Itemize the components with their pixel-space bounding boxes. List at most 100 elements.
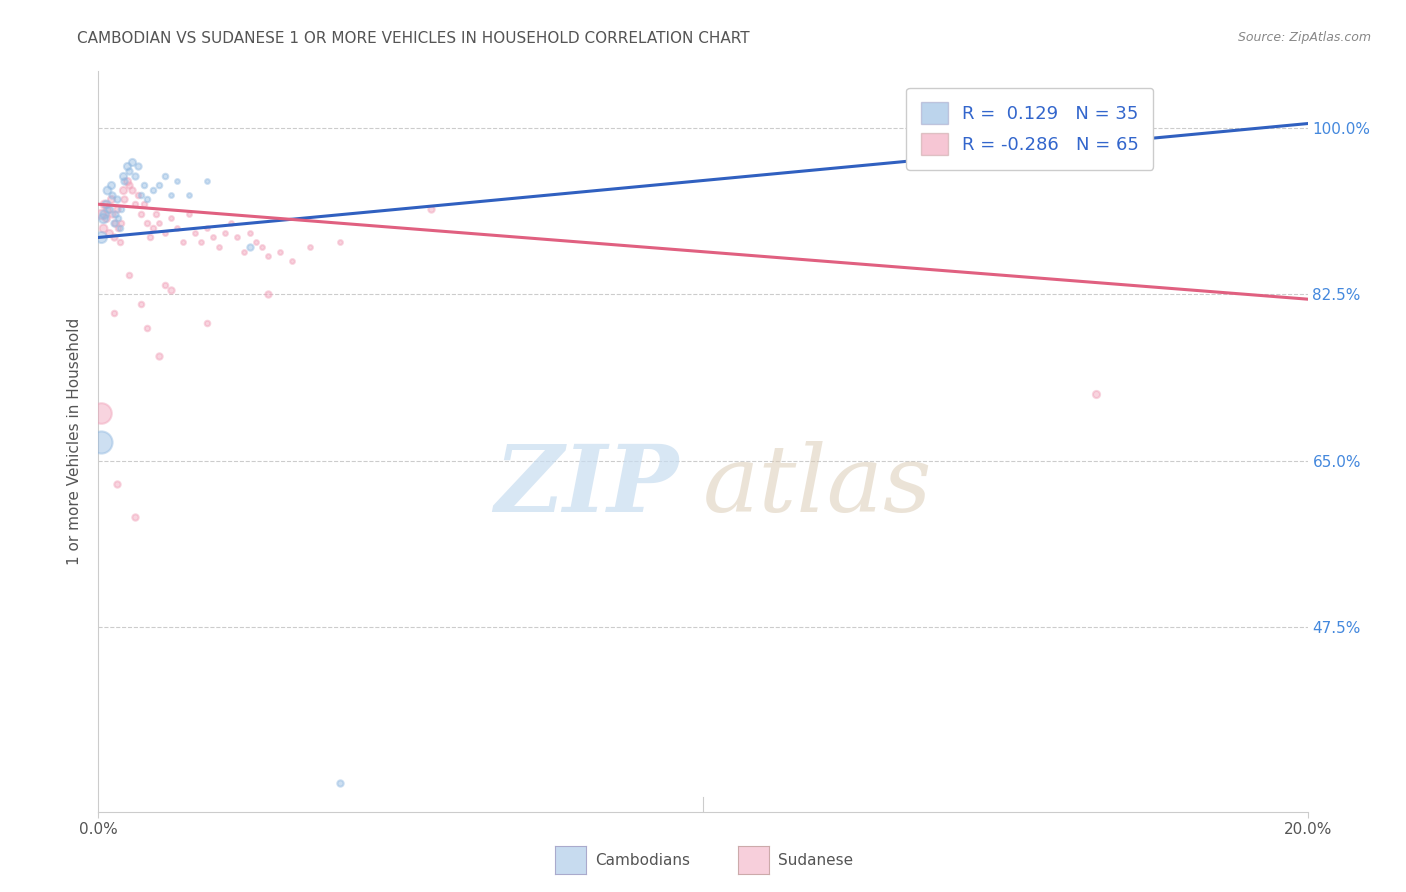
Point xyxy=(195,316,218,330)
Point xyxy=(124,197,146,211)
Text: ZIP: ZIP xyxy=(495,441,679,531)
Point xyxy=(269,244,291,259)
Y-axis label: 1 or more Vehicles in Household: 1 or more Vehicles in Household xyxy=(67,318,83,566)
Point xyxy=(93,207,115,221)
Point xyxy=(94,211,117,226)
Point xyxy=(121,183,143,197)
Point xyxy=(142,183,165,197)
Point xyxy=(127,187,149,202)
Point xyxy=(184,226,207,240)
Point xyxy=(98,226,121,240)
Point xyxy=(179,187,201,202)
Point xyxy=(100,187,122,202)
Point xyxy=(112,193,135,207)
Point xyxy=(190,235,212,250)
Point xyxy=(107,221,129,235)
Point xyxy=(160,283,183,297)
Point xyxy=(115,159,138,173)
Point xyxy=(121,154,143,169)
Point xyxy=(90,406,112,420)
Point xyxy=(139,230,162,244)
Text: Cambodians: Cambodians xyxy=(595,854,690,868)
Point xyxy=(232,244,254,259)
Text: Sudanese: Sudanese xyxy=(778,854,852,868)
Point xyxy=(148,178,170,193)
Point xyxy=(256,287,278,301)
Point xyxy=(226,230,249,244)
Point xyxy=(221,216,243,230)
Point xyxy=(112,173,135,187)
Point xyxy=(96,183,118,197)
Text: CAMBODIAN VS SUDANESE 1 OR MORE VEHICLES IN HOUSEHOLD CORRELATION CHART: CAMBODIAN VS SUDANESE 1 OR MORE VEHICLES… xyxy=(77,31,749,46)
Point xyxy=(105,477,128,491)
Point xyxy=(94,197,117,211)
Point xyxy=(103,230,125,244)
Point xyxy=(108,235,131,250)
Point xyxy=(118,178,141,193)
Point xyxy=(110,202,132,216)
Point xyxy=(90,207,112,221)
Point xyxy=(135,320,157,334)
Point xyxy=(195,221,218,235)
Point xyxy=(256,250,278,264)
Point xyxy=(142,221,165,235)
Point xyxy=(118,268,141,283)
Point xyxy=(111,169,134,183)
Point xyxy=(104,216,127,230)
Point xyxy=(148,349,170,363)
Point xyxy=(153,169,176,183)
Point xyxy=(90,230,112,244)
Point xyxy=(111,183,134,197)
Point xyxy=(153,226,176,240)
Point xyxy=(934,126,956,140)
Point xyxy=(281,254,304,268)
Point xyxy=(129,187,152,202)
Point xyxy=(208,240,231,254)
Point xyxy=(132,178,155,193)
Point xyxy=(239,226,262,240)
Point xyxy=(103,306,125,320)
Point xyxy=(214,226,236,240)
Point xyxy=(329,776,352,790)
Point xyxy=(420,202,443,216)
Point xyxy=(239,240,262,254)
Point xyxy=(107,211,129,226)
Point xyxy=(153,277,176,292)
Point xyxy=(160,211,183,226)
Point xyxy=(100,178,122,193)
Point xyxy=(129,297,152,311)
Point xyxy=(127,159,149,173)
Point xyxy=(124,510,146,524)
Point xyxy=(115,173,138,187)
Point xyxy=(108,221,131,235)
Point xyxy=(124,169,146,183)
Point xyxy=(160,187,183,202)
Point xyxy=(105,193,128,207)
Point xyxy=(250,240,273,254)
Point xyxy=(98,202,121,216)
Point xyxy=(104,207,127,221)
Point xyxy=(245,235,267,250)
Point xyxy=(166,221,188,235)
Point xyxy=(166,173,188,187)
Point xyxy=(145,207,167,221)
Point xyxy=(179,207,201,221)
Point xyxy=(135,193,157,207)
Point xyxy=(90,434,112,449)
Point xyxy=(91,211,114,226)
Point xyxy=(299,240,322,254)
Point xyxy=(172,235,194,250)
Legend: R =  0.129   N = 35, R = -0.286   N = 65: R = 0.129 N = 35, R = -0.286 N = 65 xyxy=(905,87,1153,169)
Point xyxy=(129,207,152,221)
Point xyxy=(100,193,122,207)
Text: atlas: atlas xyxy=(703,441,932,531)
Point xyxy=(93,197,115,211)
Point xyxy=(135,216,157,230)
Point xyxy=(1085,387,1108,401)
Point xyxy=(329,235,352,250)
Point xyxy=(110,216,132,230)
Point xyxy=(103,216,125,230)
Point xyxy=(105,202,128,216)
Point xyxy=(100,207,122,221)
Point xyxy=(202,230,225,244)
